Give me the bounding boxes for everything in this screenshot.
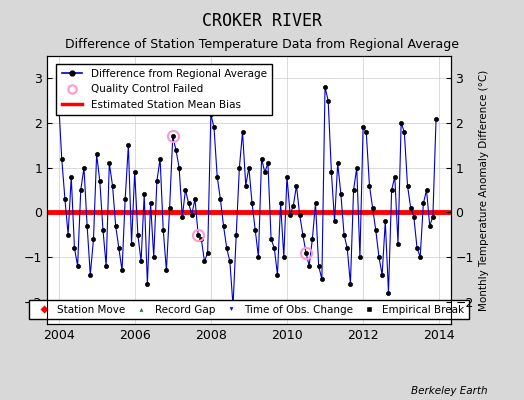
Legend: Station Move, Record Gap, Time of Obs. Change, Empirical Break: Station Move, Record Gap, Time of Obs. C… <box>29 300 468 319</box>
Text: CROKER RIVER: CROKER RIVER <box>202 12 322 30</box>
Text: Berkeley Earth: Berkeley Earth <box>411 386 487 396</box>
Text: Difference of Station Temperature Data from Regional Average: Difference of Station Temperature Data f… <box>65 38 459 51</box>
Y-axis label: Monthly Temperature Anomaly Difference (°C): Monthly Temperature Anomaly Difference (… <box>479 69 489 311</box>
